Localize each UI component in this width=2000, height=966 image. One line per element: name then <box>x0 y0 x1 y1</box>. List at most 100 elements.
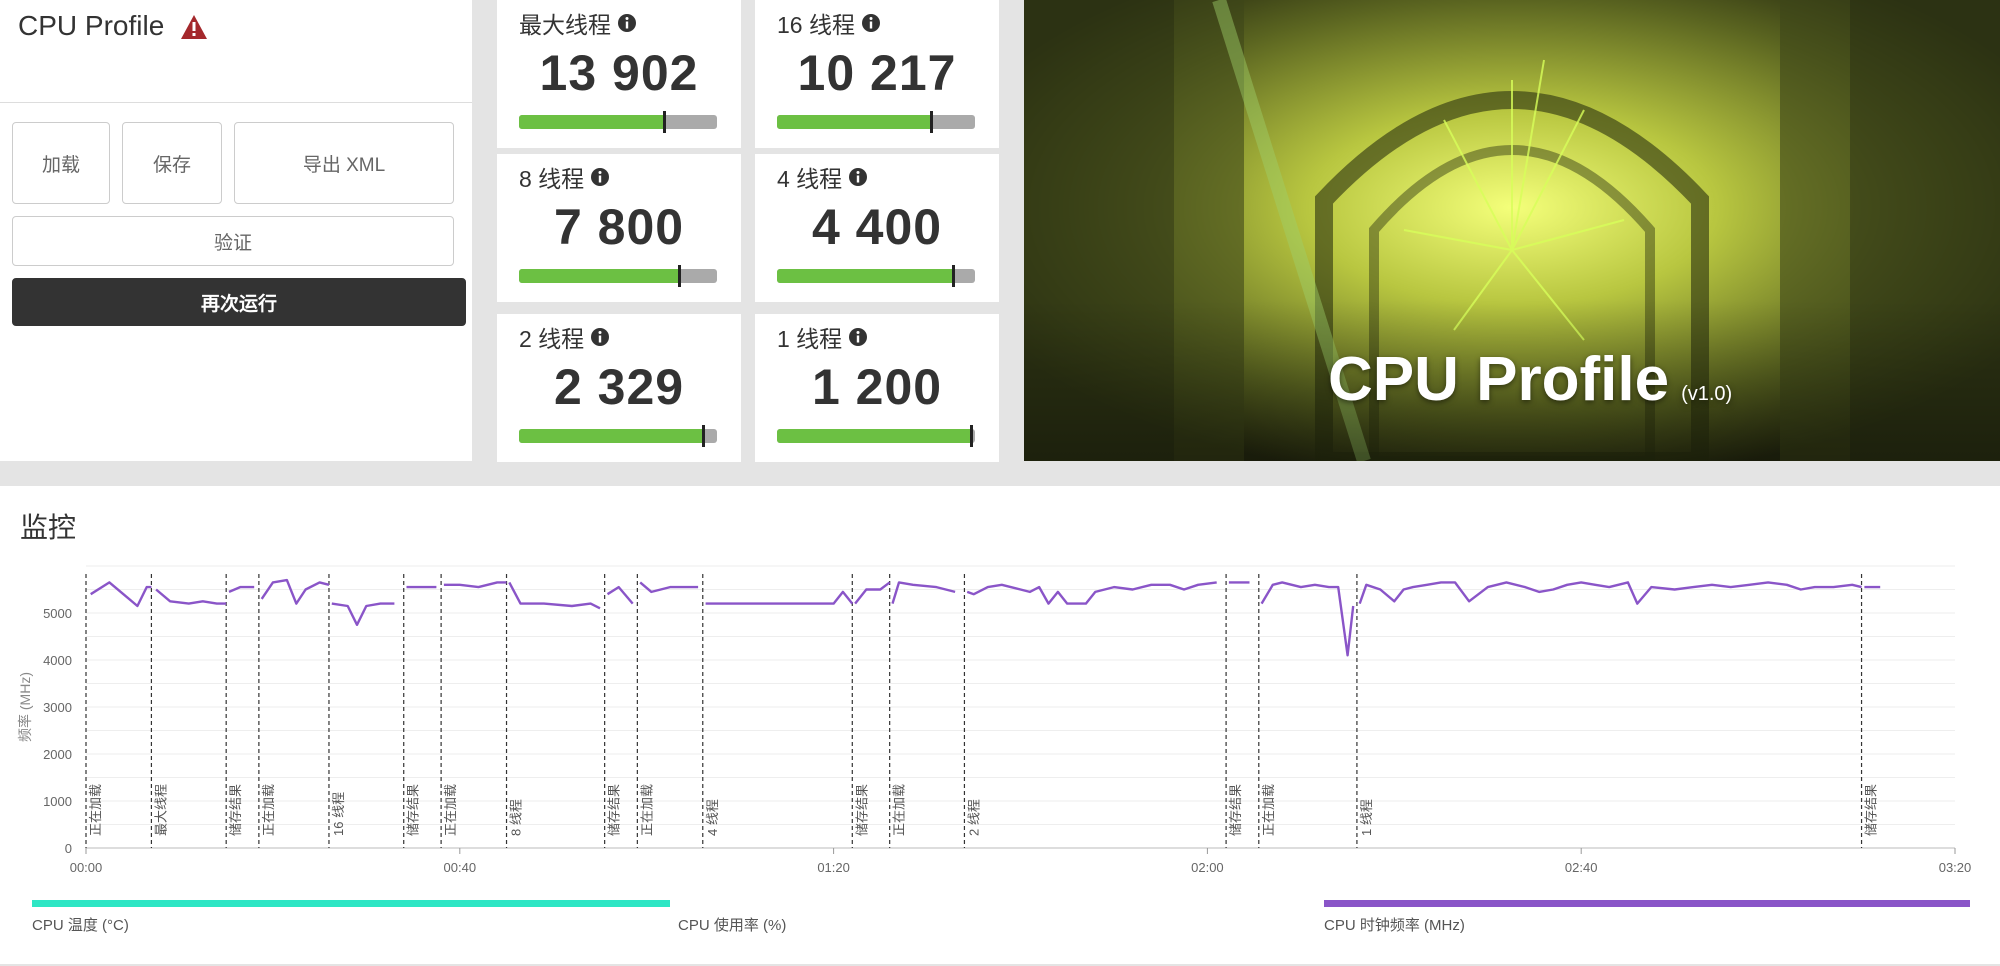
clock-frequency-line <box>606 585 634 605</box>
phase-marker-label: 储存结果 <box>1228 784 1243 836</box>
phase-marker-label: 8 线程 <box>509 799 524 836</box>
score-card-8-threads: 8 线程 7 800 <box>497 154 741 302</box>
phase-marker-label: 1 线程 <box>1359 799 1374 836</box>
clock-frequency-line <box>891 581 956 604</box>
monitoring-panel: 监控 0 1000 2000 3000 4000 5000 频率 (MHz) 00:00 00:… <box>0 486 2000 964</box>
clock-frequency-line <box>443 581 507 589</box>
score-label-wrap: 最大线程 <box>519 6 637 40</box>
score-label: 8 线程 <box>519 166 585 192</box>
clock-frequency-line <box>1260 581 1355 657</box>
verify-button[interactable]: 验证 <box>12 216 454 266</box>
score-label-wrap: 1 线程 <box>777 320 868 354</box>
info-icon[interactable] <box>617 13 637 33</box>
y-tick-label: 2000 <box>43 747 72 762</box>
phase-marker-label: 正在加载 <box>443 784 458 836</box>
score-value: 7 800 <box>553 199 685 255</box>
phase-marker-label: 正在加载 <box>639 784 654 836</box>
x-tick-label: 03:20 <box>1939 860 1972 875</box>
score-value: 2 329 <box>553 359 685 415</box>
score-bar <box>777 111 975 133</box>
info-icon[interactable] <box>590 167 610 187</box>
divider <box>0 102 472 103</box>
score-bar <box>519 111 717 133</box>
score-label: 4 线程 <box>777 166 843 192</box>
score-card-4-threads: 4 线程 4 400 <box>755 154 999 302</box>
clock-frequency-line <box>331 602 395 626</box>
score-bar-marker <box>952 265 956 287</box>
score-value: 10 217 <box>797 45 957 101</box>
legend-bar-clock <box>1324 900 1970 907</box>
score-label: 最大线程 <box>519 12 611 38</box>
legend-label-usage[interactable]: CPU 使用率 (%) <box>678 917 787 934</box>
score-bar-fill <box>777 429 972 443</box>
left-panel: CPU Profile 加载 保存 导出 XML 验证 再次运行 <box>0 0 472 461</box>
info-icon[interactable] <box>590 327 610 347</box>
clock-frequency-line <box>228 585 255 594</box>
score-bar-marker <box>930 111 934 133</box>
y-axis-label: 频率 (MHz) <box>17 672 33 742</box>
clock-frequency-line <box>260 578 330 605</box>
score-bar-marker <box>702 425 706 447</box>
score-card-2-threads: 2 线程 2 329 <box>497 314 741 462</box>
score-value: 1 200 <box>811 359 943 415</box>
clock-frequency-line <box>508 581 601 610</box>
phase-marker-label: 16 线程 <box>331 792 346 836</box>
banner-title-text: CPU Profile <box>1328 345 1670 414</box>
score-bar-marker <box>678 265 682 287</box>
score-bar <box>777 265 975 287</box>
legend-label-clock[interactable]: CPU 时钟频率 (MHz) <box>1324 917 1465 934</box>
score-bar-marker <box>970 425 974 447</box>
score-label: 1 线程 <box>777 326 843 352</box>
phase-marker-label: 储存结果 <box>854 784 869 836</box>
y-tick-label: 5000 <box>43 606 72 621</box>
run-again-button[interactable]: 再次运行 <box>12 278 466 326</box>
score-label-wrap: 2 线程 <box>519 320 610 354</box>
score-bar-fill <box>519 115 664 129</box>
score-value: 13 902 <box>539 45 699 101</box>
warning-icon <box>181 15 207 39</box>
phase-marker-label: 正在加载 <box>261 784 276 836</box>
x-tick-label: 02:00 <box>1191 860 1224 875</box>
phase-marker-label: 最大线程 <box>153 784 168 836</box>
monitoring-title: 监控 <box>20 512 77 543</box>
benchmark-banner: CPU Profile (v1.0) <box>1024 0 2000 461</box>
legend-label-temperature[interactable]: CPU 温度 (°C) <box>32 917 129 934</box>
clock-frequency-line <box>1358 581 1862 605</box>
score-bar-fill <box>777 269 954 283</box>
score-bar <box>519 425 717 447</box>
info-icon[interactable] <box>848 167 868 187</box>
score-value: 4 400 <box>811 199 943 255</box>
score-label-wrap: 8 线程 <box>519 160 610 194</box>
save-button[interactable]: 保存 <box>122 122 222 204</box>
x-tick-label: 02:40 <box>1565 860 1598 875</box>
y-tick-label: 1000 <box>43 794 72 809</box>
score-label: 16 线程 <box>777 12 855 38</box>
clock-frequency-line <box>966 581 1217 605</box>
info-icon[interactable] <box>848 327 868 347</box>
score-bar <box>777 425 975 447</box>
banner-artwork <box>1024 0 2000 461</box>
frequency-chart: 0 1000 2000 3000 4000 5000 频率 (MHz) 00:00 00:40 0… <box>17 565 1972 875</box>
y-tick-label: 4000 <box>43 653 72 668</box>
legend-bar-temperature <box>32 900 670 907</box>
clock-frequency-line <box>854 581 891 605</box>
phase-marker-label: 储存结果 <box>406 784 421 836</box>
phase-marker-label: 储存结果 <box>607 784 622 836</box>
score-label-wrap: 4 线程 <box>777 160 868 194</box>
load-button[interactable]: 加载 <box>12 122 110 204</box>
clock-frequency-line <box>155 588 227 605</box>
y-tick-label: 0 <box>65 841 72 856</box>
banner-version: (v1.0) <box>1681 383 1733 405</box>
info-icon[interactable] <box>861 13 881 33</box>
x-tick-label: 01:20 <box>817 860 850 875</box>
phase-marker-label: 储存结果 <box>228 784 243 836</box>
export-xml-button[interactable]: 导出 XML <box>234 122 454 204</box>
score-bar <box>519 265 717 287</box>
phase-marker-label: 正在加载 <box>88 784 103 836</box>
score-label: 2 线程 <box>519 326 585 352</box>
score-bar-marker <box>662 111 666 133</box>
phase-marker-label: 4 线程 <box>705 799 720 836</box>
phase-marker-label: 正在加载 <box>892 784 907 836</box>
clock-frequency-line <box>639 581 699 594</box>
score-card-max-threads: 最大线程 13 902 <box>497 0 741 148</box>
